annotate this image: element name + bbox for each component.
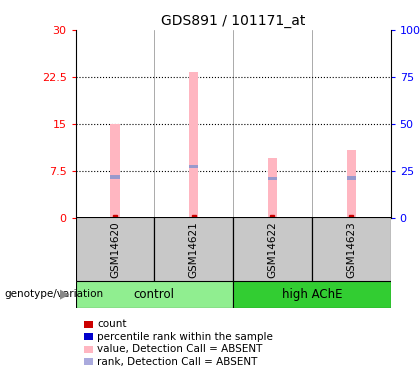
Text: high AChE: high AChE xyxy=(281,288,342,301)
Text: rank, Detection Call = ABSENT: rank, Detection Call = ABSENT xyxy=(97,357,258,366)
Text: ▶: ▶ xyxy=(60,288,70,301)
Bar xyxy=(110,124,120,218)
Text: genotype/variation: genotype/variation xyxy=(4,290,103,299)
Bar xyxy=(76,281,233,308)
Bar xyxy=(346,150,356,217)
Text: GSM14621: GSM14621 xyxy=(189,221,199,278)
Bar xyxy=(76,217,155,281)
Bar xyxy=(189,72,199,217)
Bar xyxy=(268,158,277,218)
Text: GSM14620: GSM14620 xyxy=(110,221,120,278)
Bar xyxy=(189,165,199,168)
Text: GSM14623: GSM14623 xyxy=(346,221,356,278)
Text: value, Detection Call = ABSENT: value, Detection Call = ABSENT xyxy=(97,344,263,354)
Text: control: control xyxy=(134,288,175,301)
Bar xyxy=(233,217,312,281)
Text: percentile rank within the sample: percentile rank within the sample xyxy=(97,332,273,342)
Title: GDS891 / 101171_at: GDS891 / 101171_at xyxy=(161,13,305,28)
Bar xyxy=(268,177,277,180)
Bar xyxy=(155,217,233,281)
Bar xyxy=(346,176,356,180)
Bar xyxy=(312,217,391,281)
Text: GSM14622: GSM14622 xyxy=(268,221,278,278)
Bar xyxy=(110,175,120,178)
Bar xyxy=(233,281,391,308)
Text: count: count xyxy=(97,320,127,329)
